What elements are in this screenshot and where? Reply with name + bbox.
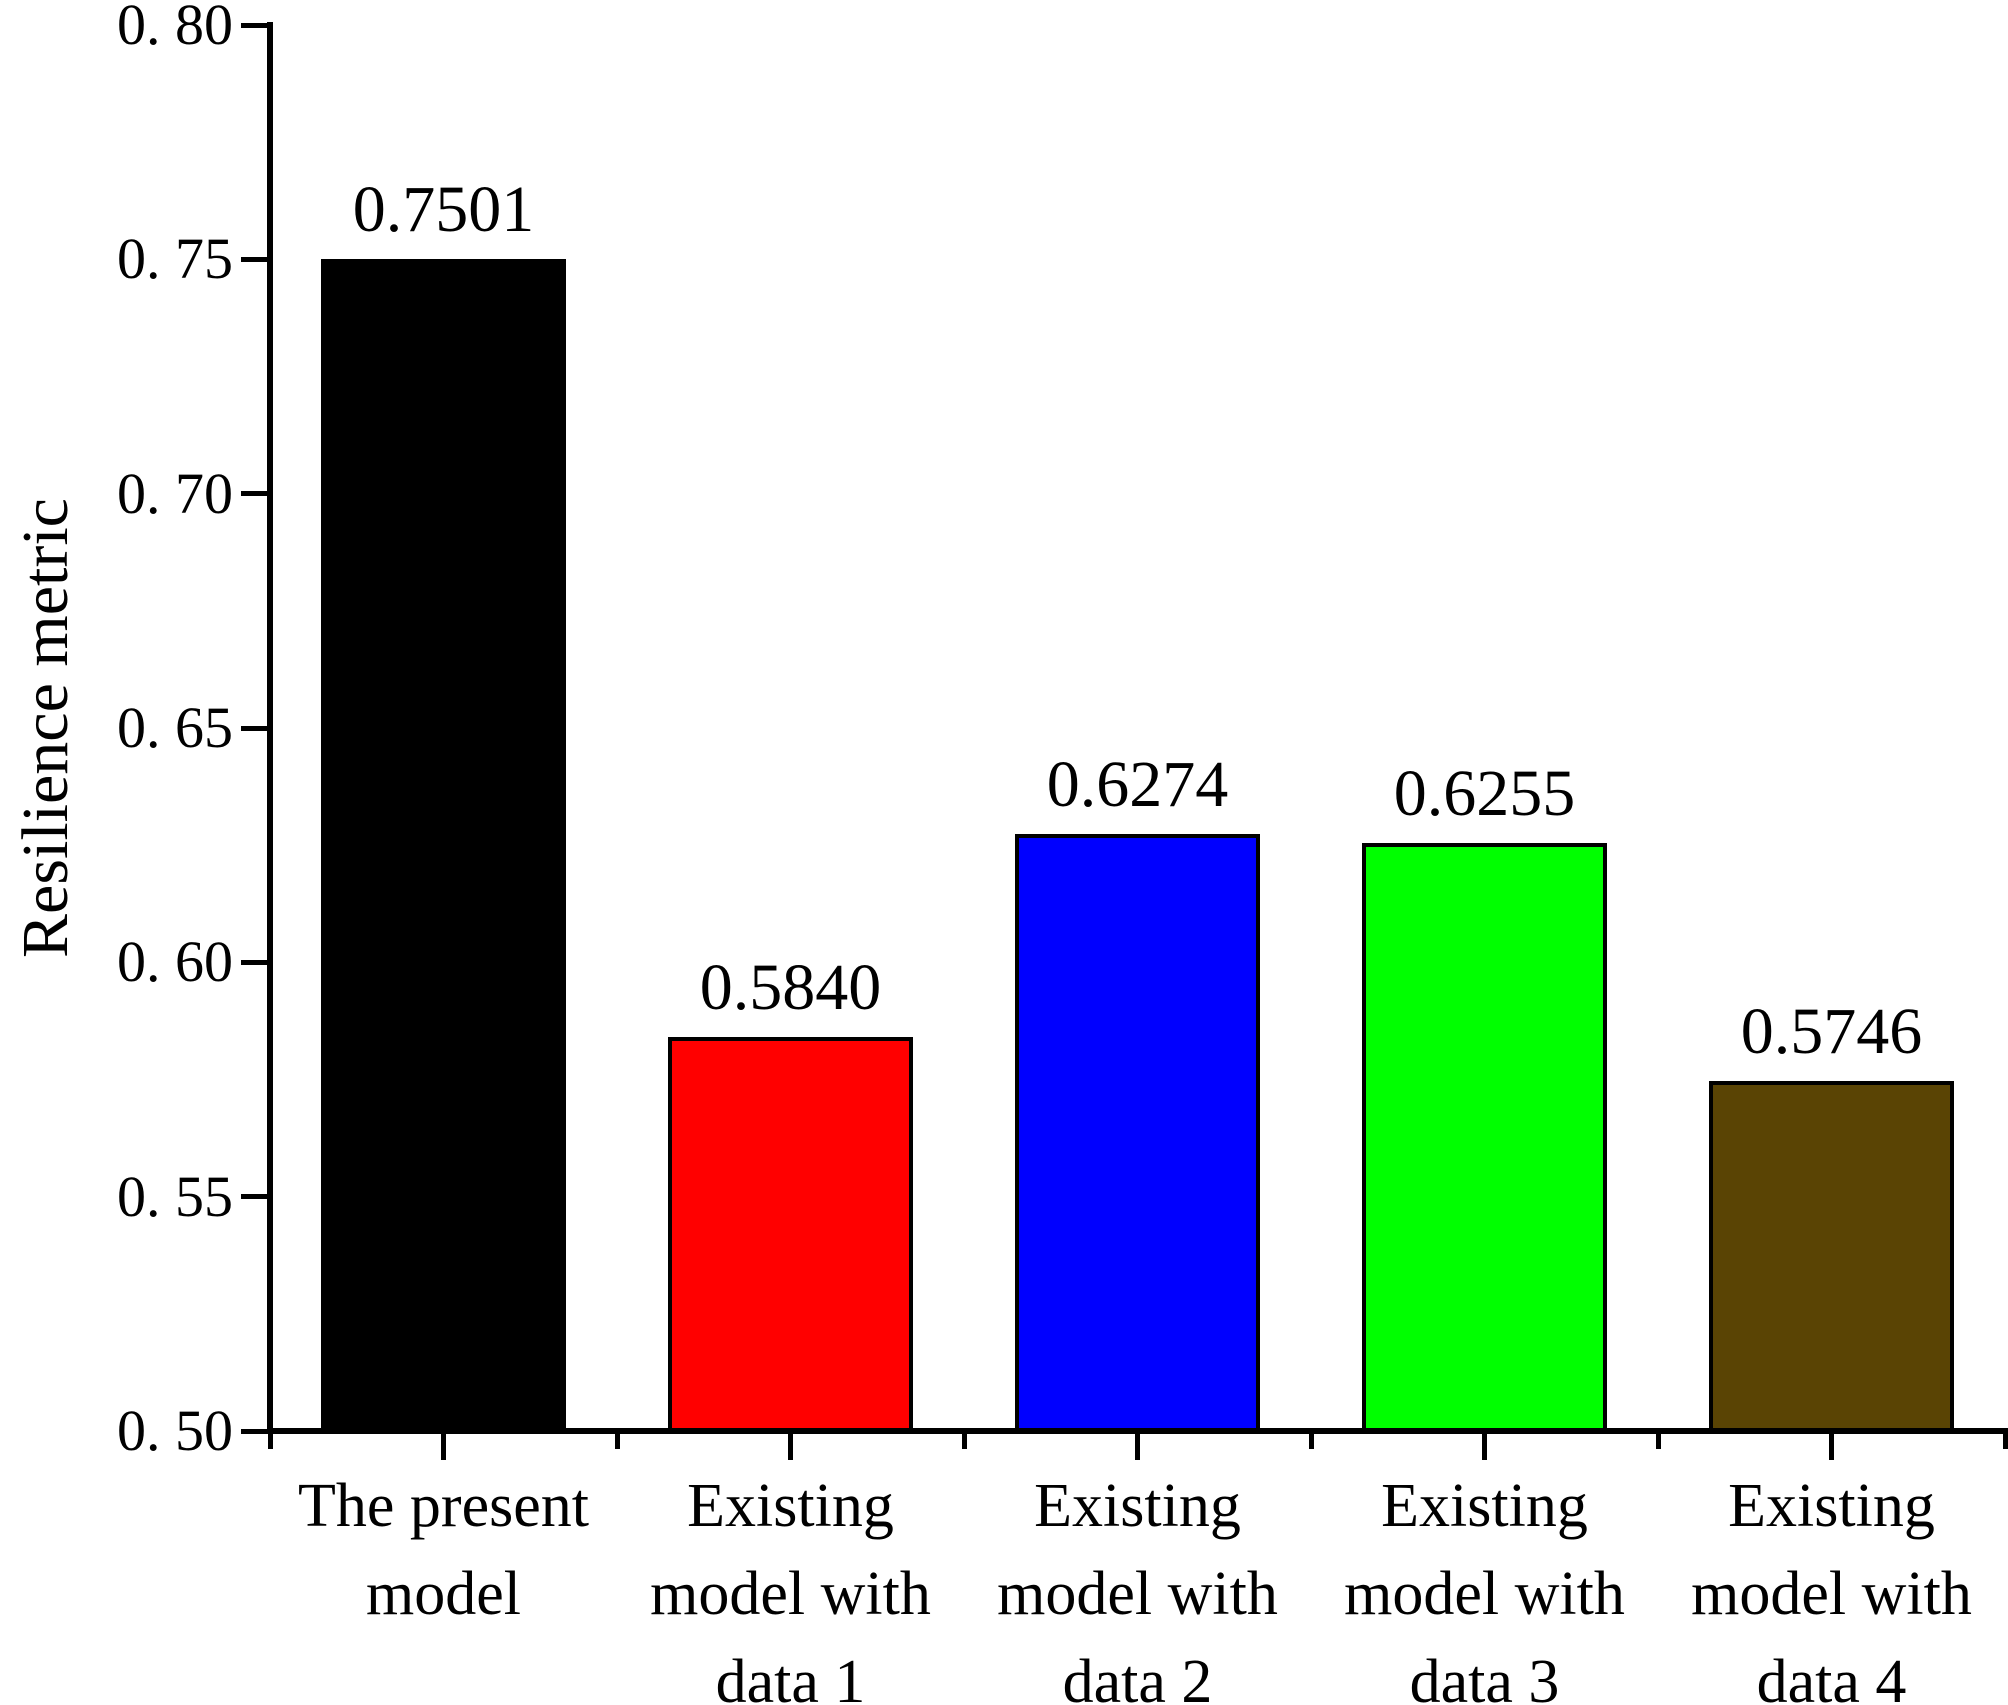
x-axis-major-tick — [1482, 1434, 1487, 1460]
x-axis-minor-tick — [267, 1434, 273, 1449]
y-axis-tick-label: 0. 65 — [117, 695, 233, 760]
y-axis-tick — [241, 1428, 267, 1434]
x-category-label: Existing model with data 4 — [1691, 1472, 1972, 1705]
x-category-label: Existing model with data 2 — [997, 1472, 1278, 1705]
y-axis-tick — [241, 22, 267, 28]
x-axis-minor-tick — [961, 1434, 967, 1449]
y-axis-tick-label: 0. 70 — [117, 460, 233, 526]
x-category-label: Existing model with data 3 — [1344, 1472, 1625, 1705]
bar-1 — [321, 258, 566, 1433]
y-axis-line — [267, 22, 273, 1434]
x-axis-minor-tick — [2002, 1434, 2008, 1449]
y-axis-tick-label: 0. 75 — [117, 226, 233, 292]
x-category-label: The present model — [298, 1472, 589, 1628]
bar-value-label: 0.7501 — [352, 172, 535, 246]
y-axis-tick — [241, 1194, 267, 1200]
y-axis-tick-label: 0. 50 — [117, 1398, 233, 1463]
x-axis-minor-tick — [614, 1434, 620, 1449]
x-axis-major-tick — [1135, 1434, 1140, 1460]
bar-value-label: 0.6274 — [1046, 747, 1229, 821]
y-axis-tick-label: 0. 80 — [117, 0, 233, 57]
x-axis-line — [267, 1428, 2008, 1434]
x-category-label: Existing model with data 1 — [650, 1472, 931, 1705]
x-axis-minor-tick — [1655, 1434, 1661, 1449]
y-axis-tick — [241, 491, 267, 497]
x-axis-major-tick — [788, 1434, 793, 1460]
bar-4 — [1362, 842, 1607, 1433]
y-axis-tick-label: 0. 55 — [117, 1163, 233, 1229]
x-axis-minor-tick — [1308, 1434, 1314, 1449]
y-axis-tick-label: 0. 60 — [117, 929, 233, 995]
y-axis-tick — [241, 256, 267, 262]
y-axis-tick — [241, 959, 267, 965]
x-axis-major-tick — [1829, 1434, 1834, 1460]
bar-3 — [1015, 833, 1260, 1433]
y-axis-tick — [241, 725, 267, 731]
x-axis-major-tick — [441, 1434, 446, 1460]
bar-value-label: 0.6255 — [1393, 756, 1576, 830]
bar-value-label: 0.5746 — [1740, 995, 1923, 1069]
bar-value-label: 0.5840 — [699, 951, 882, 1025]
bar-2 — [668, 1037, 913, 1433]
bar-5 — [1709, 1081, 1954, 1433]
